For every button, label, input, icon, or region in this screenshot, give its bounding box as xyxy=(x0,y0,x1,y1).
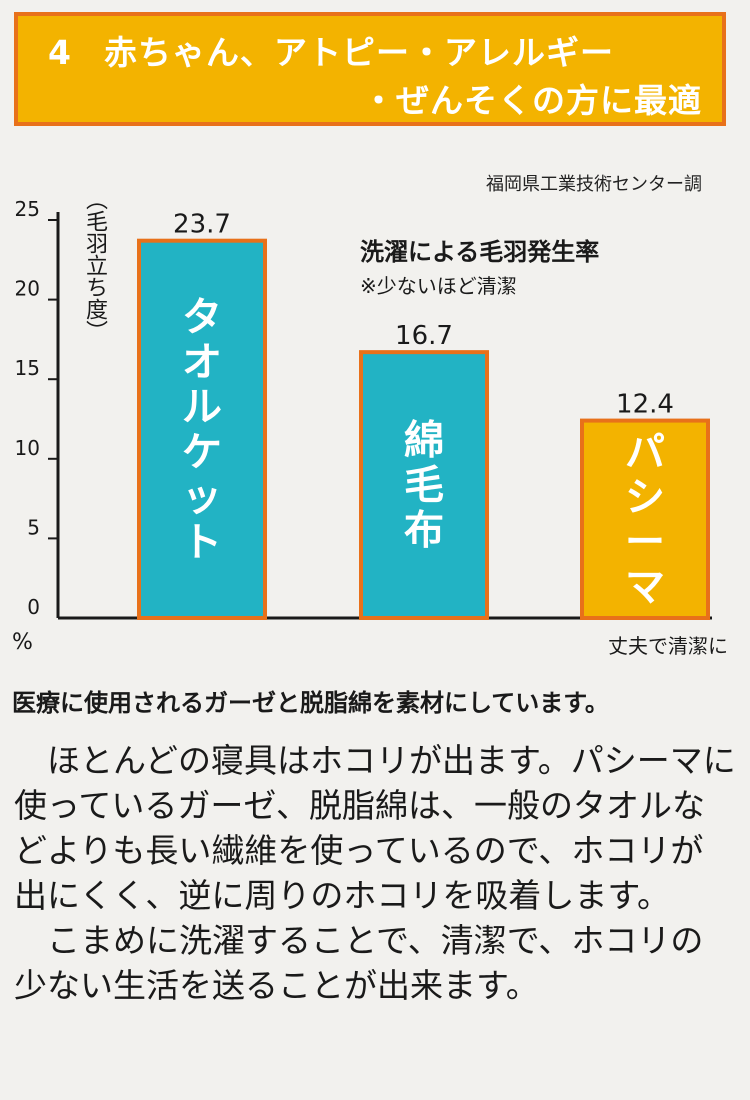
y-tick-label: 10 xyxy=(15,436,40,460)
chart-title: 洗濯による毛羽発生率 xyxy=(360,238,600,266)
body-paragraph-1: ほとんどの寝具はホコリが出ます。パシーマに使っているガーゼ、脱脂綿は、一般のタオ… xyxy=(14,741,736,915)
bar-value-label: 12.4 xyxy=(616,390,674,420)
bar-category-char: 布 xyxy=(404,508,444,554)
banner-title-line1: 4 赤ちゃん、アトピー・アレルギー xyxy=(48,26,614,74)
body-paragraph-2: こまめに洗濯することで、清潔で、ホコリの少ない生活を送ることが出来ます。 xyxy=(14,921,704,1005)
bar xyxy=(359,350,489,620)
bar-category-char: マ xyxy=(625,564,665,610)
bar-category-char: オ xyxy=(182,339,222,385)
body-text: ほとんどの寝具はホコリが出ます。パシーマに使っているガーゼ、脱脂綿は、一般のタオ… xyxy=(14,738,736,1008)
bar-value-label: 16.7 xyxy=(395,321,453,351)
y-tick-label: 25 xyxy=(15,197,40,221)
y-tick-label: 0 xyxy=(27,595,40,619)
chart-note: ※少ないほど清潔 xyxy=(360,274,517,298)
bar xyxy=(137,238,267,620)
bar-category-char: ッ xyxy=(182,474,222,520)
title-banner: 4 赤ちゃん、アトピー・アレルギー ・ぜんそくの方に最適 xyxy=(14,12,726,126)
source-note: 福岡県工業技術センター調 xyxy=(486,174,702,195)
bar-category-char: パ xyxy=(625,429,665,475)
bar-category-char: ケ xyxy=(182,429,222,475)
bar-category-label: 綿毛布 xyxy=(404,418,444,554)
y-tick-label: 20 xyxy=(15,277,40,301)
y-tick-label: 5 xyxy=(27,515,40,539)
banner-number: 4 xyxy=(48,33,72,72)
bar-category-char: シ xyxy=(625,474,665,520)
y-tick-label: 15 xyxy=(15,356,40,380)
banner-title-line2: ・ぜんそくの方に最適 xyxy=(362,81,702,120)
bar-value-label: 23.7 xyxy=(173,210,231,240)
section-subheading: 医療に使用されるガーゼと脱脂綿を素材にしています。 xyxy=(12,689,609,717)
bar xyxy=(580,418,710,621)
y-axis-unit: % xyxy=(12,630,33,655)
y-axis-label: （毛羽立ち度） xyxy=(82,188,107,342)
bar-category-char: 毛 xyxy=(404,463,444,509)
bar-category-label: パシーマ xyxy=(625,429,665,610)
bar-category-char: ト xyxy=(182,519,222,565)
bar-category-char: タ xyxy=(182,294,222,340)
x-axis-note: 丈夫で清潔に xyxy=(608,634,728,658)
bar-category-char: ー xyxy=(625,519,665,565)
bar-category-char: 綿 xyxy=(404,418,444,464)
chart-bars xyxy=(137,238,710,621)
bar-category-char: ル xyxy=(182,384,222,430)
banner-text-1: 赤ちゃん、アトピー・アレルギー xyxy=(103,33,614,72)
